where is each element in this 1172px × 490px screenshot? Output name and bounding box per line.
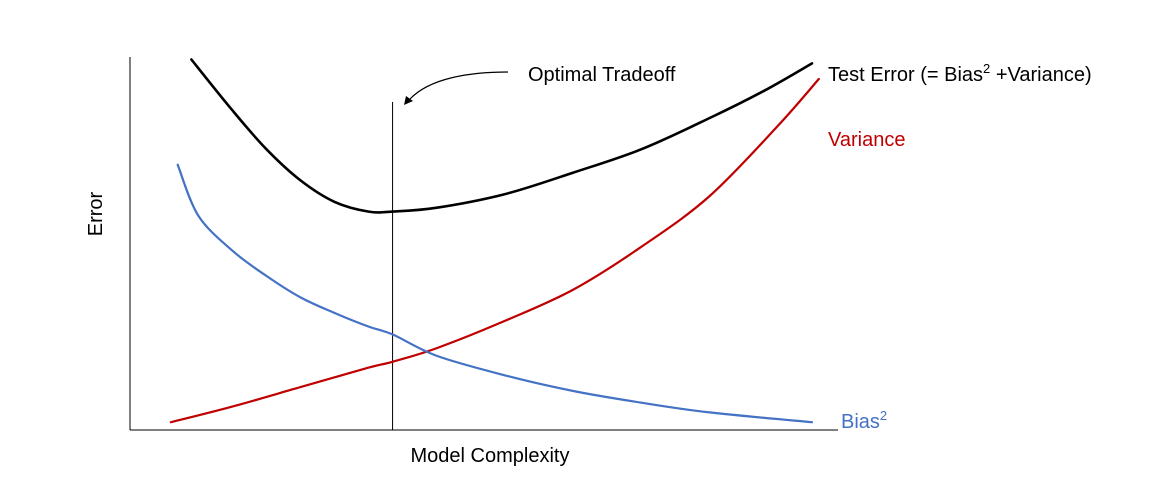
optimal-tradeoff-label: Optimal Tradeoff <box>528 64 676 86</box>
series-line-test-error <box>190 58 814 214</box>
y-axis-label: Error <box>85 191 107 236</box>
test-error-label: Test Error (= Bias2 +Variance) <box>828 61 1092 86</box>
bias-label: Bias2 <box>841 408 887 433</box>
bias-label-sup: 2 <box>880 408 887 423</box>
series-line-variance <box>169 77 820 424</box>
arrow-head-icon <box>404 96 413 105</box>
variance-label: Variance <box>828 129 905 151</box>
optimal-tradeoff-arrow <box>409 71 509 100</box>
test-error-label-suffix: +Variance) <box>990 64 1091 86</box>
bias-label-text: Bias <box>841 411 880 433</box>
series-line-bias <box>176 163 814 424</box>
test-error-label-prefix: Test Error (= Bias <box>828 64 983 86</box>
test-error-label-sup: 2 <box>983 61 990 76</box>
x-axis-label: Model Complexity <box>411 445 570 467</box>
